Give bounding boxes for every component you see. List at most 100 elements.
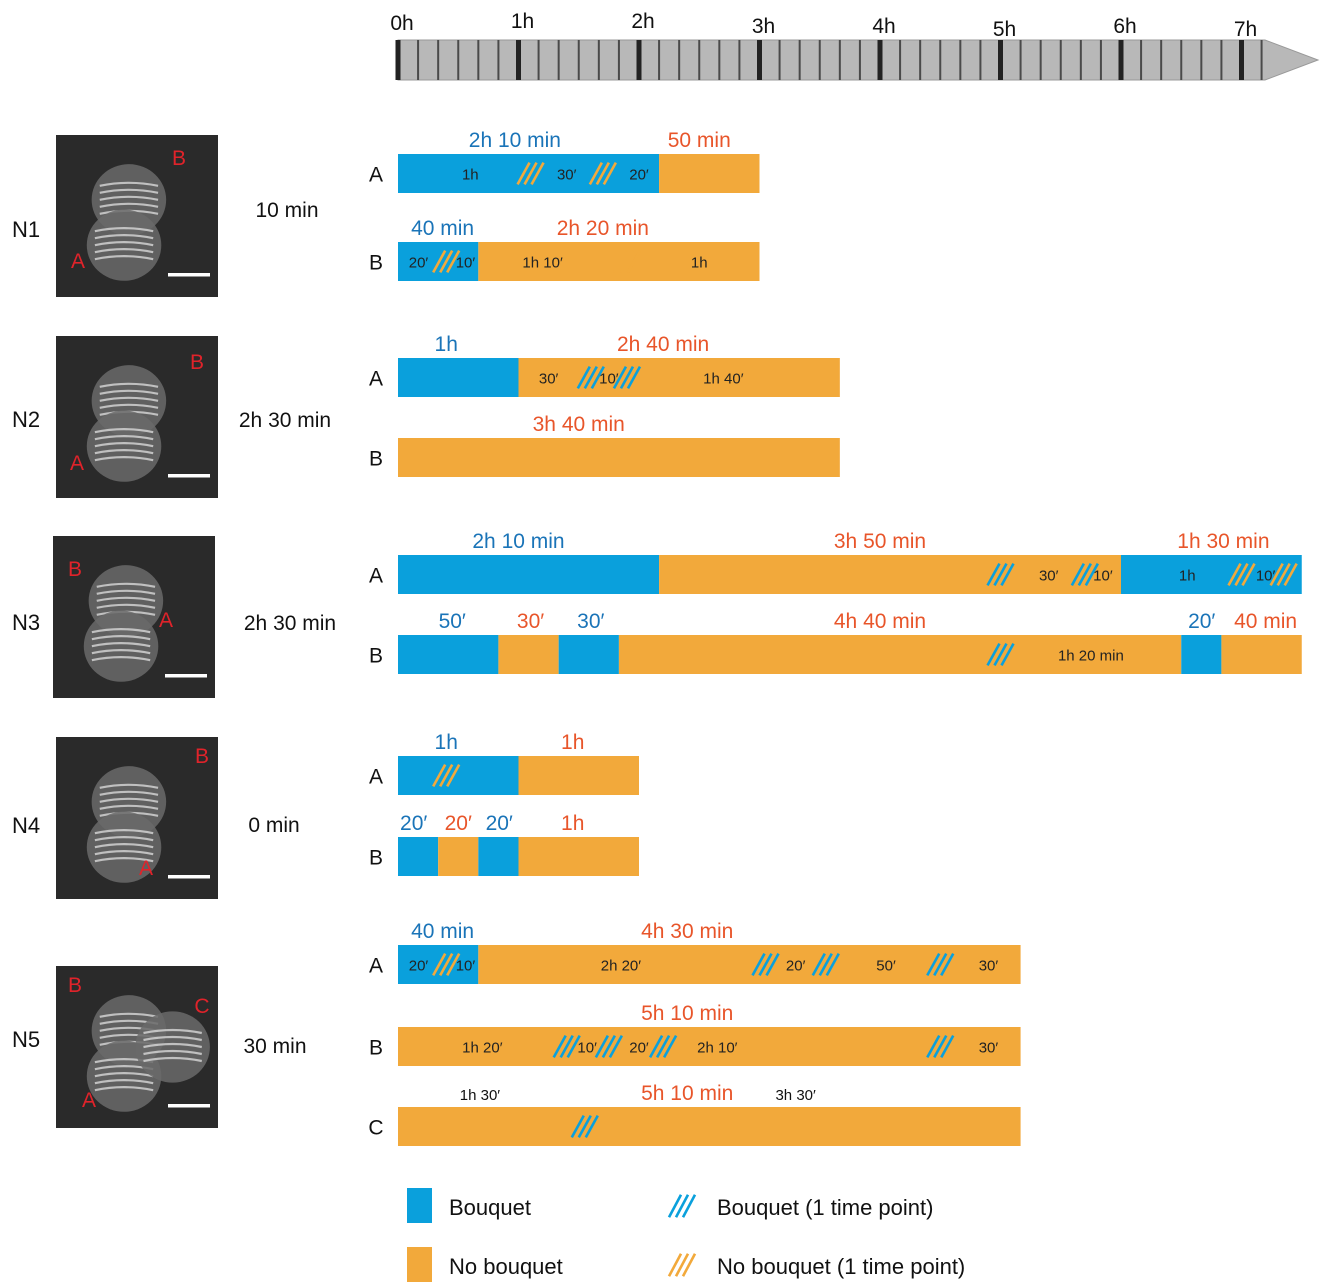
timeline-minor-tick bbox=[919, 40, 922, 80]
timeline-minor-tick bbox=[778, 40, 781, 80]
chromosome-strand bbox=[99, 797, 159, 803]
hatch-stroke bbox=[1000, 642, 1015, 667]
timeline-hour-label: 6h bbox=[1113, 15, 1136, 38]
hatch-stroke bbox=[940, 1034, 955, 1059]
timeline-minor-tick bbox=[899, 40, 902, 80]
hatch-stroke bbox=[432, 763, 447, 788]
bouquet-segment bbox=[398, 837, 439, 876]
segment-duration-label: 20′ bbox=[786, 958, 806, 975]
duration-total-label: 1h bbox=[561, 731, 584, 754]
hatch-stroke bbox=[681, 1194, 697, 1218]
hatch-stroke bbox=[602, 161, 617, 186]
timeline-minor-tick bbox=[1019, 40, 1022, 80]
timeline-minor-tick bbox=[477, 40, 480, 80]
segment-duration-label: 10′ bbox=[456, 958, 476, 975]
no-bouquet-timepoint-hatch bbox=[612, 249, 642, 274]
chromosome-strand bbox=[91, 656, 151, 662]
bouquet-timepoint-hatch bbox=[552, 1034, 581, 1059]
hatch-stroke bbox=[765, 952, 780, 977]
segment-duration-label: 10′ bbox=[599, 371, 619, 388]
track-label: B bbox=[369, 252, 383, 275]
duration-total-label: 20′ bbox=[400, 812, 427, 835]
bouquet-segment bbox=[478, 837, 519, 876]
hatch-stroke bbox=[674, 1253, 690, 1277]
track-label: B bbox=[369, 448, 383, 471]
hatch-stroke bbox=[608, 1034, 624, 1059]
timeline-hour-label: 1h bbox=[511, 10, 534, 33]
scale-bar bbox=[168, 273, 210, 277]
nucleus-id: N5 bbox=[12, 1027, 40, 1052]
hatch-stroke bbox=[612, 365, 628, 390]
segment-duration-label: 1h bbox=[1179, 568, 1196, 585]
bouquet-timepoint-hatch bbox=[648, 1034, 678, 1059]
timeline-hour-label: 7h bbox=[1234, 18, 1257, 41]
no-bouquet-segment bbox=[398, 1107, 1021, 1146]
nucleus-id: N3 bbox=[12, 610, 40, 635]
timeline-minor-tick bbox=[1220, 40, 1223, 80]
chromosome-strand bbox=[99, 202, 159, 208]
scale-bar bbox=[168, 875, 210, 879]
timeline-hour-tick bbox=[998, 40, 1003, 80]
hatch-stroke bbox=[1227, 562, 1242, 587]
segment-duration-label: 1h 20 min bbox=[1058, 648, 1124, 665]
duration-total-label: 3h 50 min bbox=[834, 530, 926, 553]
hatch-stroke bbox=[601, 1034, 617, 1059]
hatch-stroke bbox=[1084, 562, 1099, 587]
no-bouquet-segment bbox=[478, 945, 1021, 984]
track-b: B 3h 40 min bbox=[369, 413, 840, 477]
hatch-stroke bbox=[825, 952, 840, 977]
chromosome-strand bbox=[96, 589, 156, 595]
nucleus-time-label: 0 min bbox=[248, 814, 299, 837]
hatch-stroke bbox=[926, 952, 941, 977]
timeline-minor-tick bbox=[417, 40, 420, 80]
timeline-minor-tick bbox=[1059, 40, 1062, 80]
micrograph-image: AB bbox=[56, 135, 218, 297]
hatch-stroke bbox=[552, 1034, 567, 1059]
duration-total-label: 4h 40 min bbox=[834, 610, 926, 633]
bouquet-segment bbox=[1181, 635, 1222, 674]
bouquet-segment bbox=[558, 635, 619, 674]
bouquet-timepoint-hatch bbox=[986, 642, 1015, 667]
chromosome-strand bbox=[99, 790, 159, 796]
hatch-stroke bbox=[1283, 562, 1298, 587]
timeline-hour-tick bbox=[1239, 40, 1244, 80]
timeline-hour-tick bbox=[395, 40, 401, 80]
cell-letter: A bbox=[71, 250, 85, 273]
legend-no-bouquet-swatch bbox=[407, 1247, 432, 1282]
hatch-stroke bbox=[1070, 562, 1085, 587]
track-a: A 30′ 10′ 1h 10′ 2h 10 min 3h 50 min 1h 30 min bbox=[369, 530, 1302, 594]
no-bouquet-segment bbox=[438, 837, 479, 876]
timeline-hour-label: 2h bbox=[631, 10, 654, 33]
timeline-minor-tick bbox=[959, 40, 962, 80]
nucleus-time-label: 2h 30 min bbox=[239, 409, 331, 432]
duration-total-label: 2h 20 min bbox=[557, 217, 649, 240]
chromosome-strand bbox=[143, 1056, 203, 1063]
legend-item-no-bouquet-tp: No bouquet (1 time point) bbox=[667, 1253, 965, 1279]
hatch-stroke bbox=[940, 952, 955, 977]
chromosome-strand bbox=[94, 1079, 154, 1085]
segment-duration-label: 20′ bbox=[629, 1040, 649, 1057]
legend-label: No bouquet bbox=[449, 1254, 563, 1279]
segment-duration-label: 50′ bbox=[876, 958, 896, 975]
timeline-minor-tick bbox=[577, 40, 580, 80]
cell-letter: B bbox=[68, 558, 82, 581]
chromosome-strand bbox=[99, 181, 159, 187]
track-a: A 30′ 10′ 1h 40′ 1h 2h 40 min bbox=[369, 333, 840, 397]
chromosome-strand bbox=[94, 836, 154, 842]
bouquet-timepoint-hatch bbox=[926, 1034, 955, 1059]
nucleus-id: N4 bbox=[12, 813, 40, 838]
hatch-stroke bbox=[1000, 562, 1015, 587]
nucleus-id: N1 bbox=[12, 217, 40, 242]
bouquet-timepoint-hatch bbox=[986, 562, 1015, 587]
timeline-minor-tick bbox=[437, 40, 440, 80]
timeline-minor-tick bbox=[798, 40, 801, 80]
hatch-stroke bbox=[583, 365, 598, 390]
timeline-minor-tick bbox=[818, 40, 821, 80]
segment-duration-label: 1h bbox=[691, 255, 708, 272]
chromosome-strand bbox=[91, 628, 151, 634]
hatch-stroke bbox=[619, 365, 635, 390]
duration-total-label: 20′ bbox=[1188, 610, 1215, 633]
